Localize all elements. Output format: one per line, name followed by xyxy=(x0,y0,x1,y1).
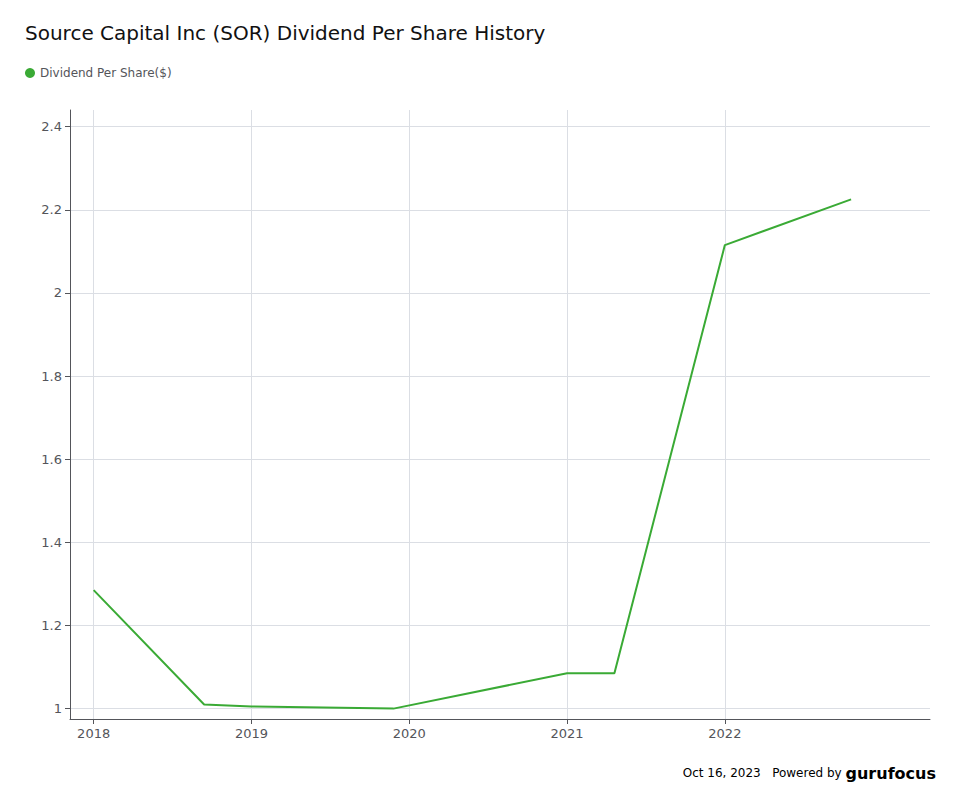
svg-text:1.6: 1.6 xyxy=(41,452,62,467)
svg-text:1.2: 1.2 xyxy=(41,618,62,633)
svg-text:2021: 2021 xyxy=(551,726,584,741)
svg-text:Source Capital Inc (SOR) Divid: Source Capital Inc (SOR) Dividend Per Sh… xyxy=(25,21,545,45)
svg-text:2019: 2019 xyxy=(235,726,268,741)
svg-text:1.8: 1.8 xyxy=(41,369,62,384)
svg-text:2018: 2018 xyxy=(77,726,110,741)
svg-text:1.4: 1.4 xyxy=(41,535,62,550)
svg-text:2020: 2020 xyxy=(393,726,426,741)
svg-text:2.4: 2.4 xyxy=(41,119,62,134)
svg-text:focus: focus xyxy=(888,764,936,783)
svg-text:guru: guru xyxy=(846,764,888,783)
svg-text:2: 2 xyxy=(54,285,62,300)
svg-text:Dividend Per Share($): Dividend Per Share($) xyxy=(40,66,172,80)
svg-text:Oct 16, 2023 Powered by: Oct 16, 2023 Powered by xyxy=(683,766,846,780)
svg-text:1: 1 xyxy=(54,701,62,716)
svg-text:2022: 2022 xyxy=(708,726,741,741)
svg-text:2.2: 2.2 xyxy=(41,202,62,217)
